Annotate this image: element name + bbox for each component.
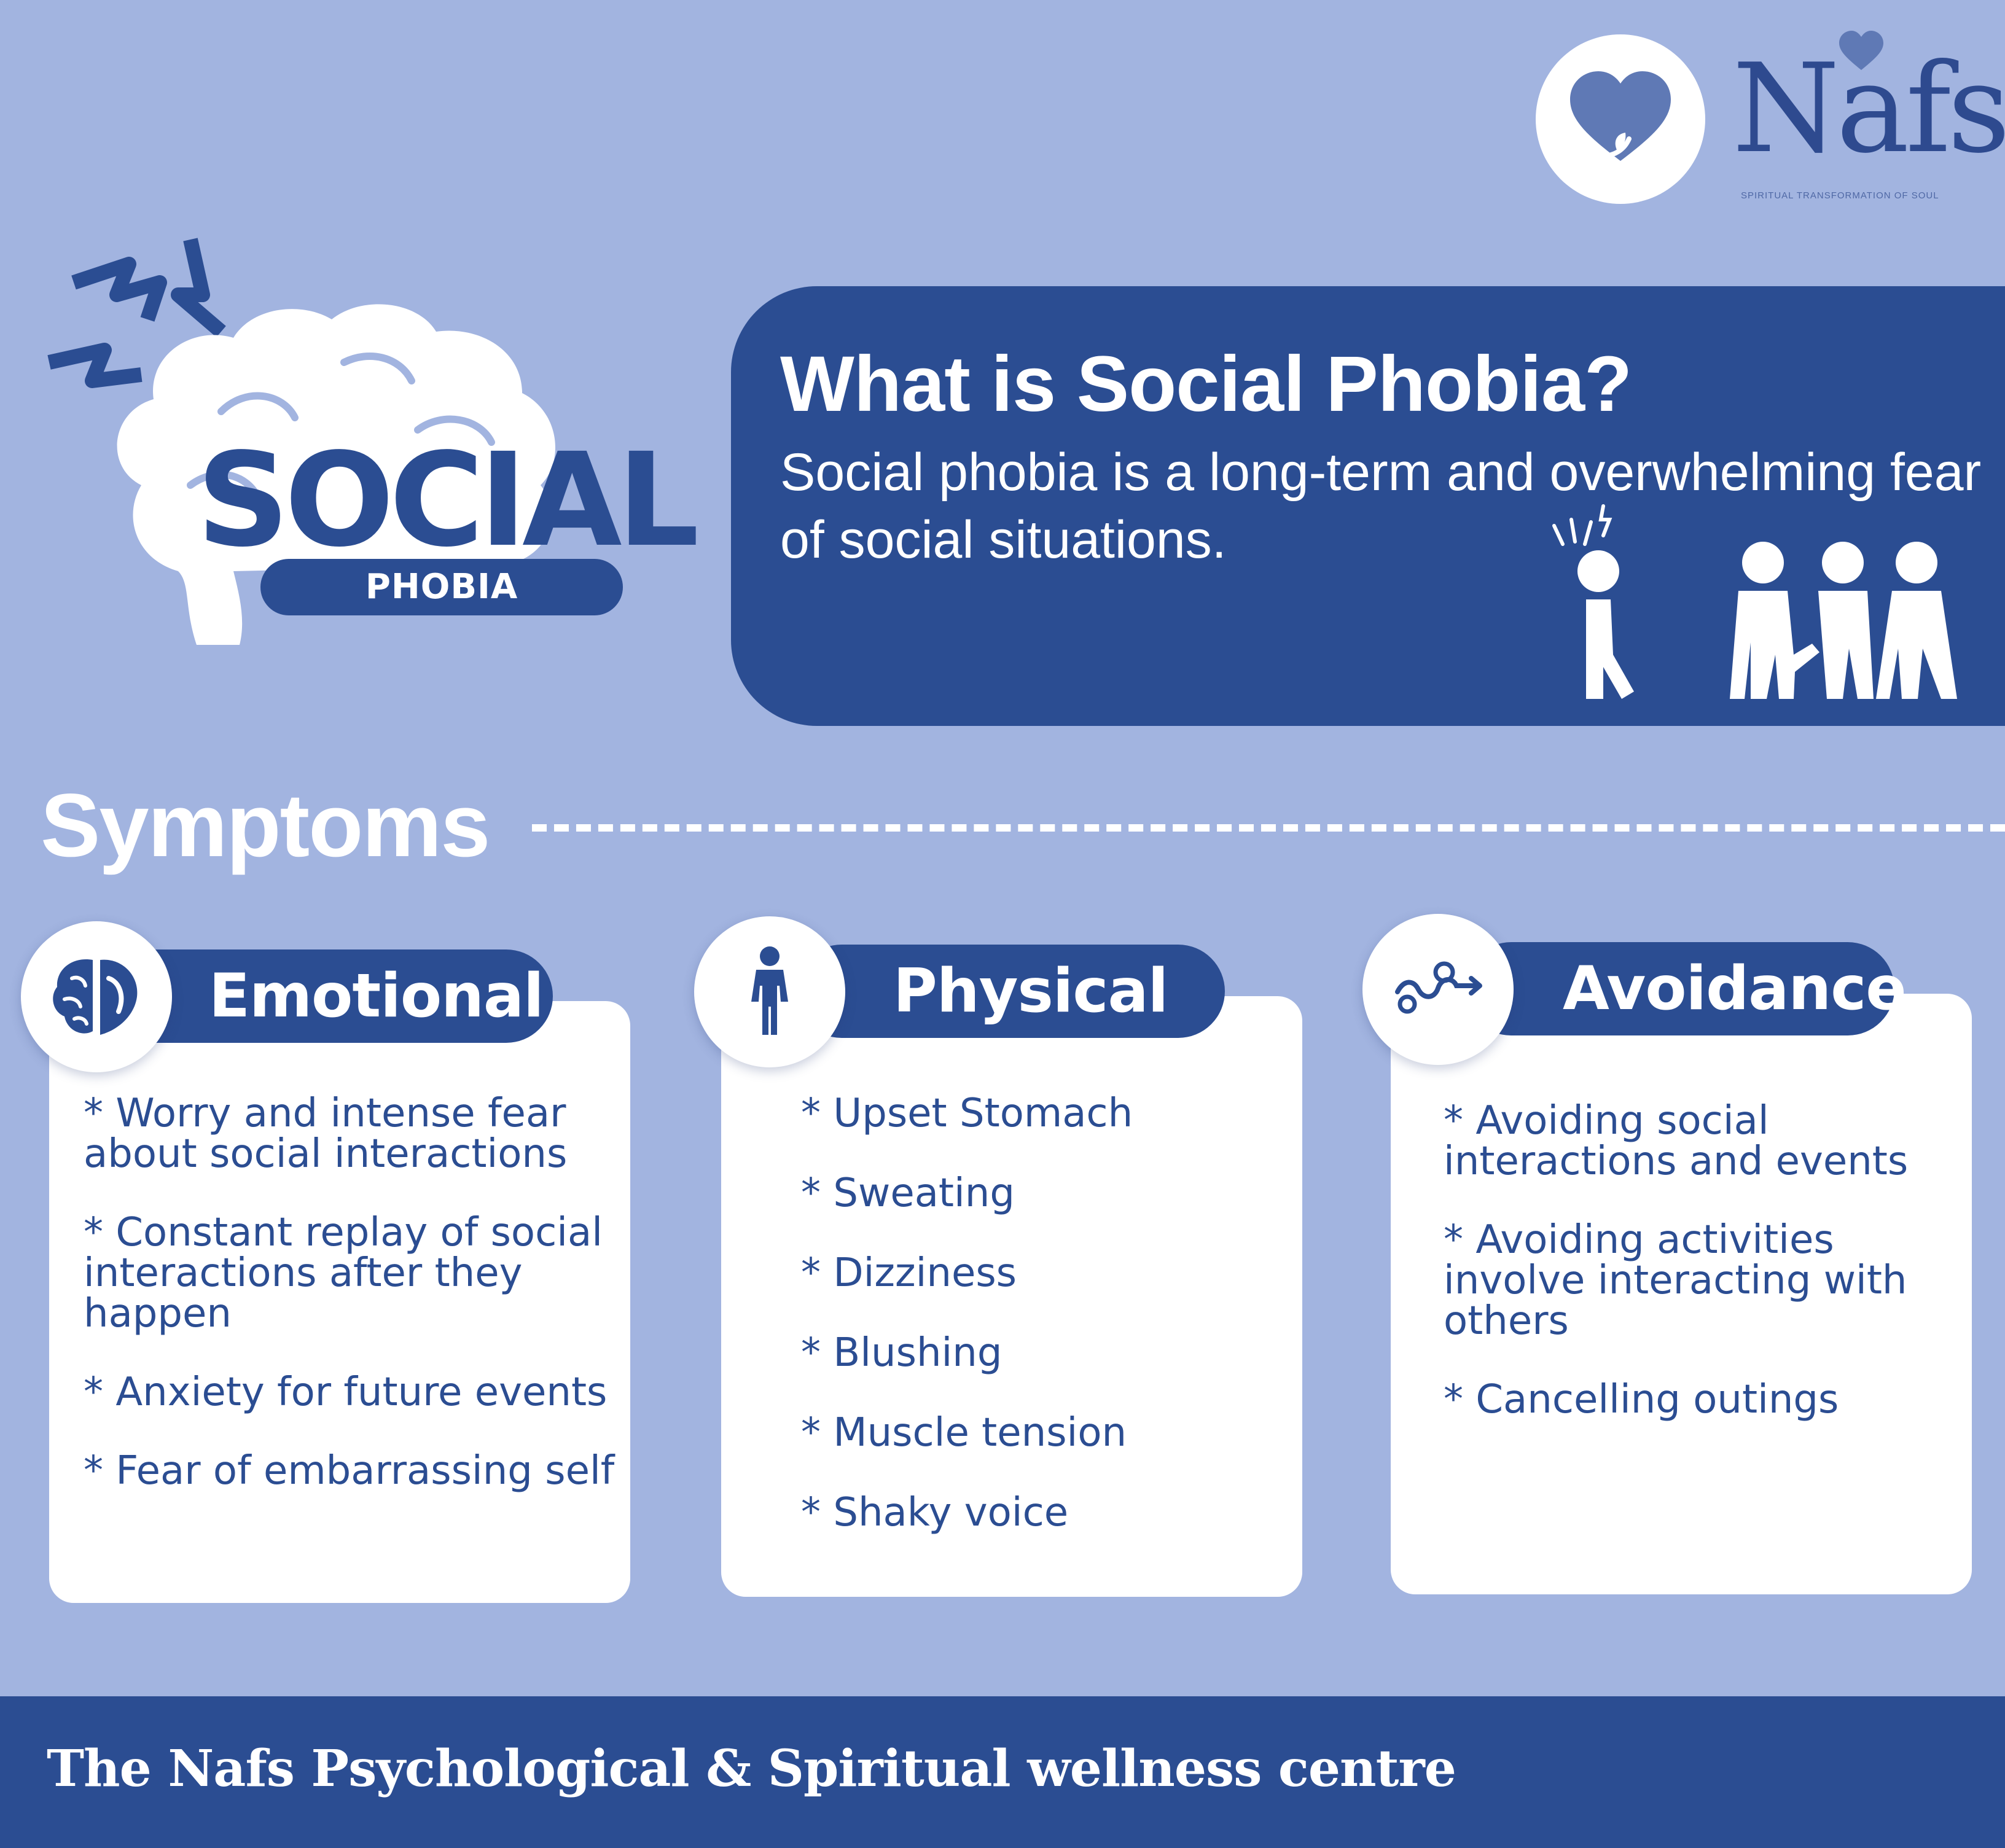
physical-item: * Shaky voice	[801, 1490, 1069, 1535]
avoidance-card: * Avoiding social interactions and event…	[1391, 994, 1972, 1594]
small-heart-icon	[1839, 31, 1883, 70]
emotional-card: * Worry and intense fear about social in…	[49, 1001, 630, 1603]
dashed-divider	[532, 824, 2005, 832]
winding-path-arrow-icon	[1395, 961, 1482, 1014]
isolated-person-group-icon	[1552, 504, 1957, 699]
emotional-icon-badge	[21, 921, 172, 1072]
emotional-item: * Fear of embarrassing self	[84, 1448, 615, 1494]
footer-text: The Nafs Psychological & Spiritual welln…	[47, 1739, 1456, 1798]
emotional-item: * Constant replay of social interactions…	[84, 1210, 603, 1336]
physical-item: * Dizziness	[801, 1250, 1017, 1296]
emotional-item: * Anxiety for future events	[84, 1370, 608, 1415]
footer-bar: The Nafs Psychological & Spiritual welln…	[0, 1696, 2005, 1848]
physical-title: Physical	[795, 945, 1225, 1038]
heart-sprout-icon	[1570, 71, 1671, 161]
avoidance-item: * Cancelling outings	[1444, 1377, 1839, 1422]
logo-tagline: SPIRITUAL TRANSFORMATION OF SOUL	[1741, 190, 1939, 201]
logo-wordmark: Nafs SPIRITUAL TRANSFORMATION OF SOUL	[1732, 29, 2005, 208]
logo-text: Nafs	[1732, 37, 2005, 181]
emotional-title: Emotional	[111, 949, 553, 1043]
avoidance-item: * Avoiding activities involve interactin…	[1444, 1217, 1907, 1344]
physical-item: * Blushing	[801, 1330, 1002, 1376]
avoidance-item: * Avoiding social interactions and event…	[1444, 1098, 1909, 1184]
definition-text: Social phobia is a long-term and overwhe…	[780, 443, 1982, 569]
physical-item: * Upset Stomach	[801, 1091, 1133, 1136]
physical-item: * Muscle tension	[801, 1410, 1127, 1456]
logo-badge	[1536, 34, 1705, 204]
definition-panel: What is Social Phobia? Social phobia is …	[731, 286, 2005, 726]
definition-title: What is Social Phobia?	[780, 340, 1632, 428]
physical-card: * Upset Stomach * Sweating * Dizziness *…	[721, 996, 1302, 1597]
phobia-pill: PHOBIA	[260, 559, 623, 615]
avoidance-icon-badge	[1362, 914, 1514, 1065]
physical-icon-badge	[694, 916, 845, 1067]
avoidance-title: Avoidance	[1464, 942, 1907, 1035]
person-standing-icon	[751, 946, 788, 1035]
brain-heart-icon	[53, 959, 138, 1035]
social-title: SOCIAL	[197, 425, 699, 575]
physical-item: * Sweating	[801, 1171, 1015, 1216]
symptoms-heading: Symptoms	[41, 775, 490, 875]
emotional-item: * Worry and intense fear about social in…	[84, 1091, 568, 1177]
